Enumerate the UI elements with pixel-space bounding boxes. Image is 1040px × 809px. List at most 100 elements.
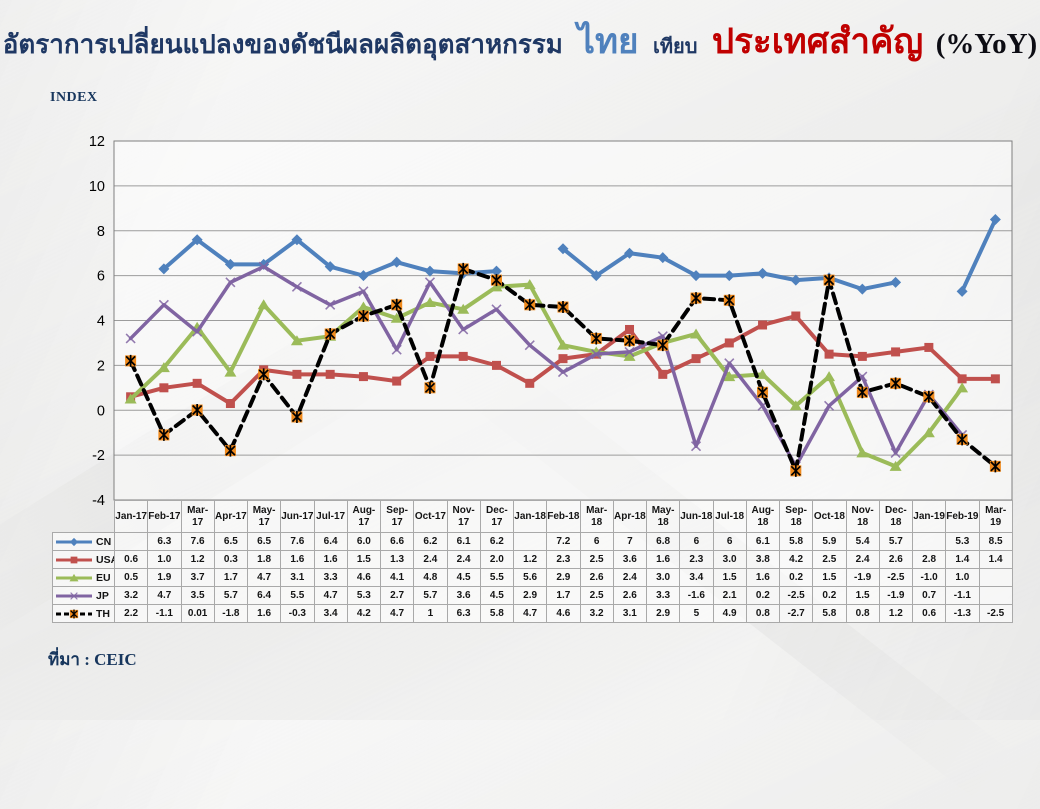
value-cell: 2.6 <box>579 568 614 587</box>
value-cell: 6.3 <box>446 604 481 623</box>
title-part-thailand: ไทย <box>577 22 639 61</box>
value-cell: 4.6 <box>346 568 382 587</box>
value-cell: 1.2 <box>180 550 215 569</box>
value-cell: 6 <box>579 532 614 551</box>
data-table-wrap: Jan-17 Feb-17 Mar- 17 Apr-17 May- 17 Jun-17 Ju… <box>52 500 1013 623</box>
month-header: Oct-17 <box>413 500 448 533</box>
value-cell: 1.7 <box>546 586 581 605</box>
month-header: Jan-18 <box>512 500 548 533</box>
value-cell: 0.5 <box>113 568 149 587</box>
month-header: Feb-18 <box>546 500 581 533</box>
chart-title: อัตราการเปลี่ยนแปลงของดัชนีผลผลิตอุตสาหก… <box>0 14 1040 69</box>
value-cell: 0.2 <box>812 586 847 605</box>
series-CN <box>158 214 1001 297</box>
value-cell: 1.0 <box>945 568 980 587</box>
series-label: JP <box>96 589 109 602</box>
value-cell: 0.3 <box>213 550 249 569</box>
value-cell: 2.4 <box>612 568 648 587</box>
series-label: EU <box>96 571 111 584</box>
series-EU <box>124 279 969 471</box>
value-cell <box>512 532 548 551</box>
value-cell: 7.6 <box>180 532 215 551</box>
month-header: Jan-19 <box>911 500 947 533</box>
value-cell: 6.0 <box>346 532 382 551</box>
value-cell: 5.5 <box>280 586 315 605</box>
month-header: Jan-17 <box>113 500 149 533</box>
value-cell: 6.3 <box>147 532 182 551</box>
legend-cell-cn: CN <box>52 532 115 551</box>
month-header: Dec- 18 <box>878 500 914 533</box>
month-header: Mar- 18 <box>579 500 614 533</box>
value-cell: 4.2 <box>346 604 382 623</box>
value-cell: 2.0 <box>479 550 515 569</box>
value-cell: 4.5 <box>446 568 481 587</box>
month-header: Jun-18 <box>679 500 714 533</box>
svg-text:4: 4 <box>97 314 105 330</box>
legend-cell-eu: EU <box>52 568 115 587</box>
value-cell: 1 <box>413 604 448 623</box>
value-cell: 2.3 <box>679 550 714 569</box>
value-cell: 2.4 <box>413 550 448 569</box>
svg-text:-2: -2 <box>92 448 105 464</box>
value-cell: 2.5 <box>579 550 614 569</box>
value-cell <box>113 532 149 551</box>
value-cell: 1.6 <box>313 550 348 569</box>
value-cell: -2.5 <box>778 586 814 605</box>
value-cell: 5.9 <box>812 532 847 551</box>
value-cell: 3.3 <box>645 586 681 605</box>
month-header: May- 18 <box>645 500 681 533</box>
value-cell: 6.5 <box>246 532 282 551</box>
value-cell: 1.7 <box>213 568 249 587</box>
value-cell: 1.5 <box>845 586 880 605</box>
value-cell: 1.3 <box>379 550 415 569</box>
value-cell: 3.3 <box>313 568 348 587</box>
value-cell: -2.7 <box>778 604 814 623</box>
month-header: Jul-17 <box>313 500 348 533</box>
title-part-major-countries: ประเทศสำคัญ <box>711 22 924 61</box>
value-cell: 6 <box>679 532 714 551</box>
value-cell: 2.9 <box>546 568 581 587</box>
value-cell: 6.6 <box>379 532 415 551</box>
table-row-th: TH 2.2 -1.1 0.01 -1.8 1.6 -0.3 3.4 4.2 4.7 1 6.3 5.8… <box>52 604 1013 623</box>
month-header: Feb-17 <box>147 500 182 533</box>
value-cell: 1.9 <box>147 568 182 587</box>
value-cell: 1.8 <box>246 550 282 569</box>
value-cell: 6.4 <box>313 532 348 551</box>
value-cell: 5.5 <box>479 568 515 587</box>
value-cell: 1.0 <box>147 550 182 569</box>
month-header: Nov- 18 <box>845 500 880 533</box>
source-label: ที่มา : CEIC <box>48 650 137 669</box>
value-cell: -1.3 <box>945 604 980 623</box>
svg-text:2: 2 <box>97 358 105 374</box>
svg-text:10: 10 <box>89 179 105 195</box>
value-cell: 2.4 <box>446 550 481 569</box>
value-cell <box>911 532 947 551</box>
month-header: Mar- 19 <box>978 500 1013 533</box>
value-cell: 5.7 <box>413 586 448 605</box>
value-cell: 1.6 <box>280 550 315 569</box>
value-cell: 2.1 <box>712 586 747 605</box>
value-cell: 4.6 <box>546 604 581 623</box>
svg-text:-4: -4 <box>92 493 105 509</box>
value-cell: -1.9 <box>878 586 914 605</box>
value-cell: 1.6 <box>645 550 681 569</box>
value-cell: 4.7 <box>512 604 548 623</box>
month-header: Apr-17 <box>213 500 249 533</box>
series-label: TH <box>96 607 110 620</box>
value-cell: 2.7 <box>379 586 415 605</box>
value-cell: 3.1 <box>280 568 315 587</box>
value-cell: -1.1 <box>147 604 182 623</box>
month-header: Feb-19 <box>945 500 980 533</box>
table-row-usa: USA0.61.01.20.31.81.61.61.51.32.42.42.01… <box>52 550 1013 569</box>
value-cell: 3.8 <box>745 550 781 569</box>
value-cell: 3.4 <box>313 604 348 623</box>
value-cell: 3.6 <box>446 586 481 605</box>
value-cell: 6.1 <box>446 532 481 551</box>
month-header: May- 17 <box>246 500 282 533</box>
value-cell: 4.9 <box>712 604 747 623</box>
month-header: Apr-18 <box>612 500 648 533</box>
month-header: Nov- 17 <box>446 500 481 533</box>
month-header: Aug- 17 <box>346 500 382 533</box>
legend-cell-th: TH <box>52 604 115 623</box>
value-cell: 0.2 <box>745 586 781 605</box>
